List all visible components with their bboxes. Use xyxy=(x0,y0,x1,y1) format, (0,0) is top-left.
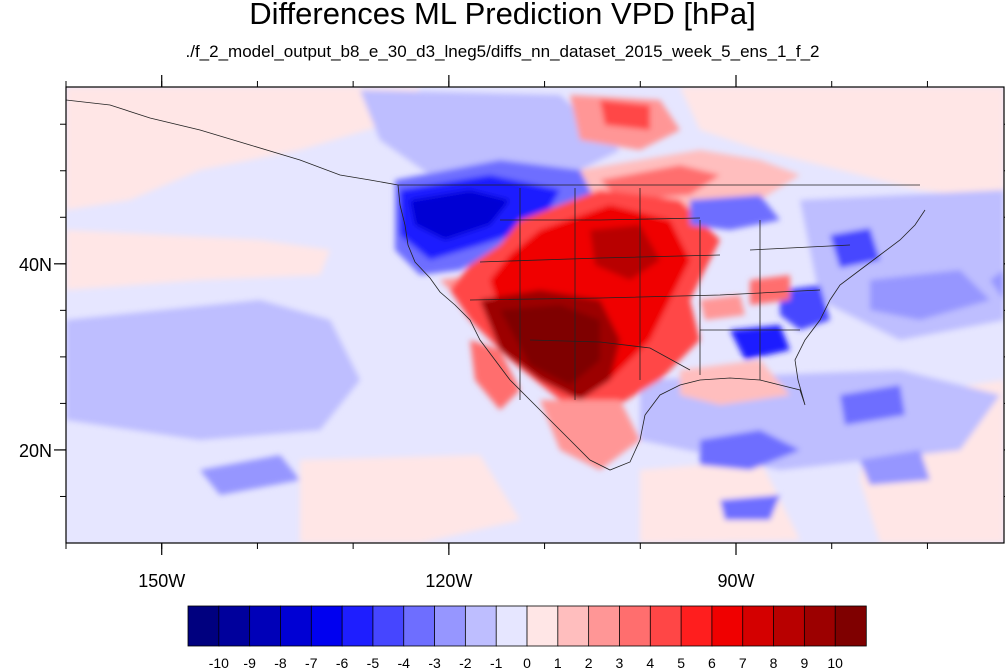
colorbar-swatch xyxy=(495,605,528,647)
colorbar-swatch xyxy=(464,605,497,647)
colorbar-label: -4 xyxy=(398,655,411,671)
colorbar-label: -2 xyxy=(459,655,472,671)
colorbar-swatch xyxy=(649,605,682,647)
colorbar-swatch xyxy=(773,605,806,647)
colorbar-swatch xyxy=(619,605,651,647)
colorbar-label: -9 xyxy=(243,655,256,671)
map-field xyxy=(66,87,1004,543)
y-tick-label: 20N xyxy=(19,441,52,461)
x-tick-label: 90W xyxy=(717,571,754,591)
colorbar-swatch xyxy=(711,605,744,647)
colorbar-swatch xyxy=(434,605,467,647)
axes: 150W 120W 90W 40N 20N xyxy=(19,75,1005,591)
anomaly-patches xyxy=(66,87,1004,543)
colorbar-label: -10 xyxy=(209,655,229,671)
colorbar-swatch xyxy=(218,605,251,647)
x-tick-label: 120W xyxy=(425,571,472,591)
colorbar-swatch xyxy=(372,605,405,647)
colorbar-swatch xyxy=(403,605,436,647)
colorbar-label: 6 xyxy=(708,655,716,671)
colorbar-swatch xyxy=(803,605,836,647)
chart-subtitle: ./f_2_model_output_b8_e_30_d3_lneg5/diff… xyxy=(185,42,820,61)
colorbar-label: -7 xyxy=(305,655,318,671)
colorbar-swatch xyxy=(310,605,343,647)
colorbar-label: 8 xyxy=(770,655,778,671)
map-borders xyxy=(66,99,926,471)
colorbar-swatch xyxy=(249,605,282,647)
y-tick-label: 40N xyxy=(19,255,52,275)
colorbar-label: 3 xyxy=(616,655,624,671)
colorbar-swatch xyxy=(187,605,220,647)
colorbar-label: 5 xyxy=(677,655,685,671)
colorbar-label: -1 xyxy=(490,655,503,671)
colorbar-swatch xyxy=(341,605,374,647)
colorbar-swatch xyxy=(526,605,559,647)
colorbar-swatch xyxy=(680,605,713,647)
colorbar-swatch xyxy=(834,605,867,647)
colorbar-swatch xyxy=(588,605,621,647)
colorbar-label: 0 xyxy=(523,655,531,671)
chart-title: Differences ML Prediction VPD [hPa] xyxy=(249,0,756,31)
colorbar-label: 1 xyxy=(554,655,562,671)
colorbar-label: 4 xyxy=(646,655,654,671)
colorbar-label: -6 xyxy=(336,655,349,671)
colorbar-label: 9 xyxy=(800,655,808,671)
x-tick-label: 150W xyxy=(138,571,185,591)
plot-frame xyxy=(65,86,1005,544)
colorbar-swatch xyxy=(280,605,312,647)
colorbar-label: 2 xyxy=(585,655,593,671)
colorbar-label: -5 xyxy=(367,655,380,671)
colorbar-swatch xyxy=(742,605,775,647)
colorbar-swatch xyxy=(557,605,590,647)
colorbar-label: -8 xyxy=(274,655,287,671)
colorbar: -10 -9 -8 -7 -6 -5 -4 -3 -2 -1 0 1 2 3 4 5 6 7 8 9 10 xyxy=(187,605,867,671)
colorbar-label: 7 xyxy=(739,655,747,671)
colorbar-label: 10 xyxy=(827,655,843,671)
colorbar-label: -3 xyxy=(428,655,441,671)
